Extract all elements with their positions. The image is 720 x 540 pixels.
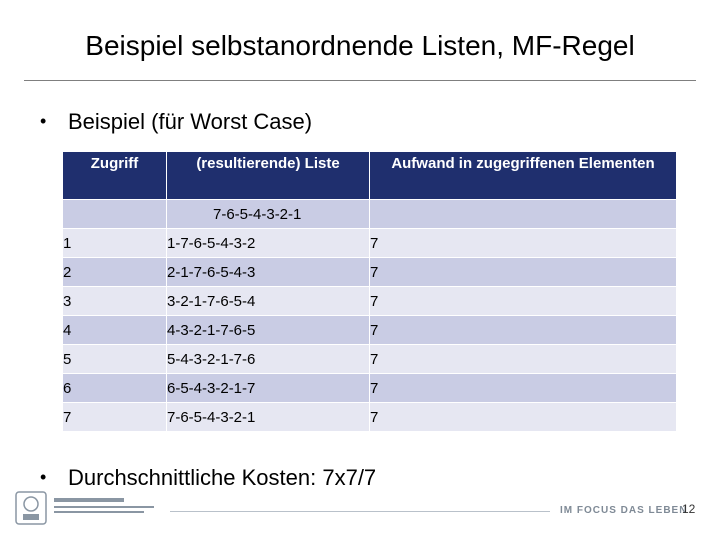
university-seal-icon [15,491,154,525]
access-cell: 3 [62,286,167,316]
bullet-average-cost: • Durchschnittliche Kosten: 7x7/7 [40,464,376,491]
access-cell: 7 [62,402,167,432]
access-cell: 4 [62,315,167,345]
cost-cell: 7 [369,373,677,403]
page-number: 12 [682,502,696,516]
table-row: 7 7-6-5-4-3-2-1 7 [62,402,677,432]
table-row: 1 1-7-6-5-4-3-2 7 [62,228,677,258]
initial-access-cell [62,199,167,229]
footer-divider-left [170,511,550,512]
table-header-row: Zugriff (resultierende) Liste Aufwand in… [62,151,677,200]
header-access: Zugriff [62,151,167,200]
cost-cell: 7 [369,228,677,258]
slide-title: Beispiel selbstanordnende Listen, MF-Reg… [85,30,635,61]
bullet-example-text: Beispiel (für Worst Case) [68,109,313,134]
table-row: 6 6-5-4-3-2-1-7 7 [62,373,677,403]
table-row: 5 5-4-3-2-1-7-6 7 [62,344,677,374]
cost-cell: 7 [369,402,677,432]
cost-cell: 7 [369,344,677,374]
initial-cost-cell [369,199,677,229]
list-cell: 4-3-2-1-7-6-5 [166,315,370,345]
title-divider [24,80,696,81]
list-cell: 2-1-7-6-5-4-3 [166,257,370,287]
cost-cell: 7 [369,257,677,287]
list-cell: 7-6-5-4-3-2-1 [166,402,370,432]
mf-rule-table: Zugriff (resultierende) Liste Aufwand in… [62,151,677,432]
list-cell: 3-2-1-7-6-5-4 [166,286,370,316]
cost-cell: 7 [369,315,677,345]
header-list: (resultierende) Liste [166,151,370,200]
cost-cell: 7 [369,286,677,316]
list-cell: 6-5-4-3-2-1-7 [166,373,370,403]
access-cell: 6 [62,373,167,403]
bullet-average-cost-text: Durchschnittliche Kosten: 7x7/7 [68,465,377,490]
bullet-dot-icon: • [40,111,47,131]
table-row-initial: 7-6-5-4-3-2-1 [62,199,677,229]
footer-slogan: IM FOCUS DAS LEBEN [560,505,688,516]
table-row: 2 2-1-7-6-5-4-3 7 [62,257,677,287]
bullet-dot-icon: • [40,467,47,487]
bullet-example: • Beispiel (für Worst Case) [40,108,312,135]
access-cell: 5 [62,344,167,374]
access-cell: 1 [62,228,167,258]
header-cost: Aufwand in zugegriffenen Elementen [369,151,677,200]
table-row: 3 3-2-1-7-6-5-4 7 [62,286,677,316]
initial-list-cell: 7-6-5-4-3-2-1 [166,199,370,229]
table-row: 4 4-3-2-1-7-6-5 7 [62,315,677,345]
access-cell: 2 [62,257,167,287]
list-cell: 5-4-3-2-1-7-6 [166,344,370,374]
list-cell: 1-7-6-5-4-3-2 [166,228,370,258]
